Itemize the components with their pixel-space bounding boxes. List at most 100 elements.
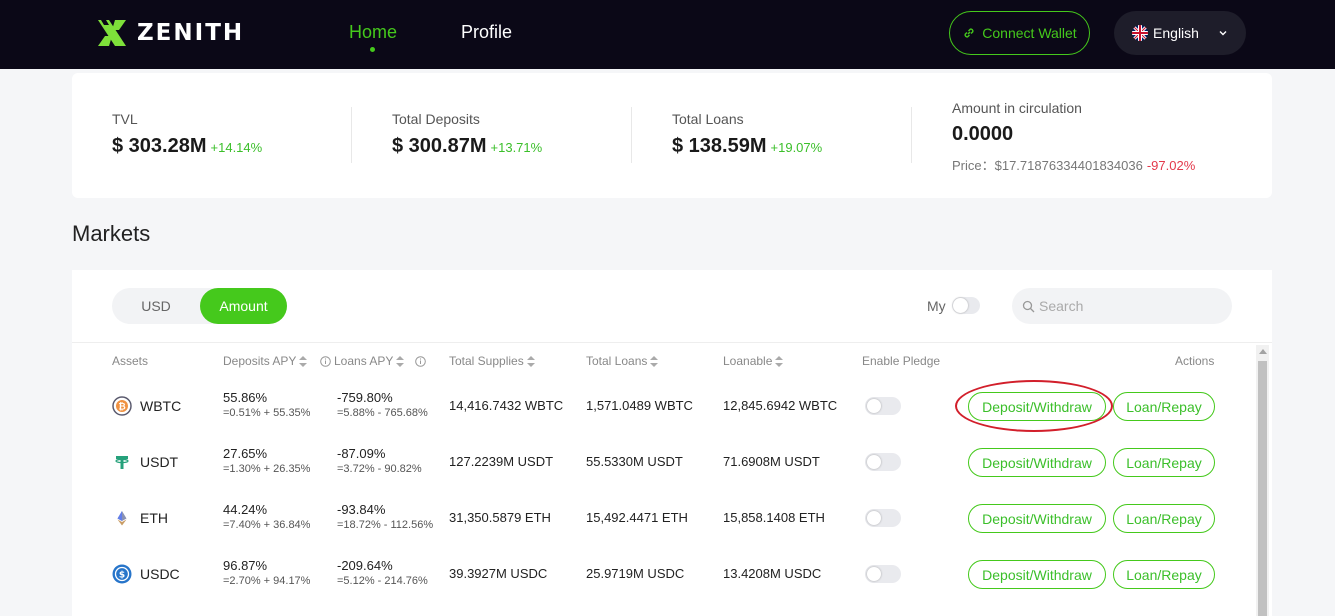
deposit-withdraw-button[interactable]: Deposit/Withdraw xyxy=(968,504,1106,533)
usdc-coin-icon: $ xyxy=(112,564,132,584)
nav-home[interactable]: Home xyxy=(349,22,398,42)
table-scrollbar[interactable] xyxy=(1256,345,1269,616)
loans-apy: -93.84% xyxy=(337,502,386,517)
enable-pledge-toggle[interactable] xyxy=(865,397,901,415)
deposits-apy-cell: 27.65% =1.30% + 26.35% xyxy=(223,446,310,475)
circulation-price: Price：$17.71876334401834036 -97.02% xyxy=(952,155,1195,174)
info-icon xyxy=(320,355,331,367)
loans-apy: -209.64% xyxy=(337,558,393,573)
enable-pledge-toggle[interactable] xyxy=(865,453,901,471)
sort-icon xyxy=(526,355,535,367)
connect-wallet-button[interactable]: Connect Wallet xyxy=(949,11,1090,55)
asset-cell: ₿ WBTC xyxy=(112,378,181,434)
chevron-down-icon xyxy=(1219,31,1227,36)
asset-name: ETH xyxy=(140,510,168,526)
table-row: ETH 44.24% =7.40% + 36.84% -93.84% =18.7… xyxy=(72,490,1257,546)
scrollbar-thumb[interactable] xyxy=(1258,361,1267,616)
total-supplies-value: 39.3927M USDC xyxy=(449,566,548,581)
circulation-value: 0.0000 xyxy=(952,123,1014,145)
circulation-price-change: -97.02% xyxy=(1146,158,1196,173)
table-row: $ USDC 96.87% =2.70% + 94.17% -209.64% =… xyxy=(72,546,1257,602)
col-loans-apy-label: Loans APY xyxy=(334,354,394,368)
total-supplies-value: 31,350.5879 ETH xyxy=(449,510,551,525)
total-loans-value: 1,571.0489 WBTC xyxy=(586,398,693,413)
my-filter-switch[interactable] xyxy=(952,297,980,314)
circulation-price-value: Price：$17.71876334401834036 xyxy=(952,158,1143,173)
stats-card: TVL $ 303.28M +14.14% Total Deposits $ 30… xyxy=(72,73,1272,198)
loans-apy-breakdown: =5.88% - 765.68% xyxy=(337,407,428,419)
stat-tvl-change: +14.14% xyxy=(210,140,263,155)
scroll-up-arrow-icon[interactable] xyxy=(1259,349,1267,354)
loans-apy: -759.80% xyxy=(337,390,393,405)
col-actions: Actions xyxy=(1175,354,1214,368)
loans-apy-breakdown: =18.72% - 112.56% xyxy=(337,519,434,531)
enable-pledge-toggle[interactable] xyxy=(865,509,901,527)
loanable-value: 12,845.6942 WBTC xyxy=(723,398,838,413)
markets-title: Markets xyxy=(72,221,151,246)
col-loanable-label: Loanable xyxy=(723,354,773,368)
deposit-withdraw-button[interactable]: Deposit/Withdraw xyxy=(968,448,1106,477)
asset-cell: ETH xyxy=(112,490,168,546)
loan-repay-button[interactable]: Loan/Repay xyxy=(1113,392,1215,421)
loan-repay-button[interactable]: Loan/Repay xyxy=(1113,560,1215,589)
col-enable-pledge-label: Enable Pledge xyxy=(862,354,941,368)
language-label: English xyxy=(1153,25,1199,41)
loanable-value: 71.6908M USDT xyxy=(723,454,820,469)
loan-repay-button[interactable]: Loan/Repay xyxy=(1113,448,1215,477)
switch-knob xyxy=(867,399,881,413)
loanable-value: 15,858.1408 ETH xyxy=(723,510,825,525)
col-loanable[interactable]: Loanable xyxy=(723,354,784,368)
deposits-apy: 27.65% xyxy=(223,446,268,461)
language-selector[interactable]: English xyxy=(1114,11,1246,55)
annotation-ellipse xyxy=(955,380,1113,432)
stat-tvl-label: TVL xyxy=(112,111,138,127)
col-total-loans[interactable]: Total Loans xyxy=(586,354,659,368)
stat-deposits-amount: $ 300.87M xyxy=(392,135,487,157)
switch-knob xyxy=(953,298,968,313)
col-deposits-apy-label: Deposits APY xyxy=(223,354,297,368)
sort-icon xyxy=(650,355,659,367)
deposits-apy-cell: 44.24% =7.40% + 36.84% xyxy=(223,502,310,531)
search-input[interactable] xyxy=(1039,298,1219,314)
asset-name: WBTC xyxy=(140,398,182,414)
stat-tvl-value: $ 303.28M +14.14% xyxy=(112,135,262,158)
loans-apy-cell: -87.09% =3.72% - 90.82% xyxy=(337,446,422,475)
deposits-apy-breakdown: =7.40% + 36.84% xyxy=(223,519,311,531)
my-filter-label: My xyxy=(927,298,946,314)
deposits-apy-breakdown: =1.30% + 26.35% xyxy=(223,463,311,475)
svg-text:$: $ xyxy=(119,571,125,581)
enable-pledge-toggle[interactable] xyxy=(865,565,901,583)
col-total-loans-label: Total Loans xyxy=(586,354,648,368)
loan-repay-button[interactable]: Loan/Repay xyxy=(1113,504,1215,533)
deposits-apy-breakdown: =2.70% + 94.17% xyxy=(223,575,311,587)
sort-icon xyxy=(299,355,308,367)
svg-text:₿: ₿ xyxy=(118,402,125,413)
currency-toggle: USD Amount xyxy=(112,288,287,324)
deposits-apy: 44.24% xyxy=(223,502,268,517)
total-supplies-value: 127.2239M USDT xyxy=(449,454,554,469)
col-total-supplies-label: Total Supplies xyxy=(449,354,524,368)
stat-deposits-value: $ 300.87M +13.71% xyxy=(392,135,542,158)
deposits-apy-cell: 55.86% =0.51% + 55.35% xyxy=(223,390,310,419)
loans-apy-cell: -759.80% =5.88% - 765.68% xyxy=(337,390,428,419)
switch-knob xyxy=(867,511,881,525)
info-icon xyxy=(415,355,427,367)
brand-name: ZENITH xyxy=(137,20,245,46)
asset-cell: $ USDC xyxy=(112,546,180,602)
col-loans-apy[interactable]: Loans APY xyxy=(320,354,427,368)
nav-profile[interactable]: Profile xyxy=(461,22,513,42)
connect-wallet-label: Connect Wallet xyxy=(982,25,1077,41)
toggle-usd[interactable]: USD xyxy=(141,298,171,314)
stat-deposits-change: +13.71% xyxy=(490,140,543,155)
asset-cell: USDT xyxy=(112,434,178,490)
toggle-amount[interactable]: Amount xyxy=(200,288,287,324)
col-deposits-apy[interactable]: Deposits APY xyxy=(223,354,308,368)
deposit-withdraw-button[interactable]: Deposit/Withdraw xyxy=(968,560,1106,589)
col-enable-pledge: Enable Pledge xyxy=(862,354,940,368)
stat-tvl-amount: $ 303.28M xyxy=(112,135,207,157)
col-total-supplies[interactable]: Total Supplies xyxy=(449,354,535,368)
total-loans-value: 25.9719M USDC xyxy=(586,566,685,581)
stat-loans-change: +19.07% xyxy=(770,140,823,155)
stat-loans-amount: $ 138.59M xyxy=(672,135,767,157)
brand-logo[interactable]: ZENITH xyxy=(96,17,244,49)
